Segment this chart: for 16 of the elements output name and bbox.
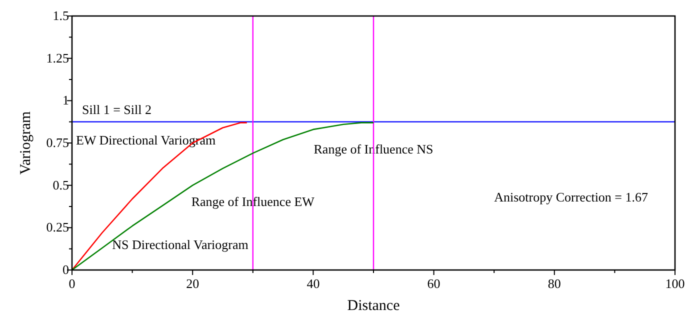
series-label: NS Directional Variogram xyxy=(112,236,248,252)
y-tick-label: 0.25 xyxy=(46,220,69,235)
y-tick-label: 1 xyxy=(62,92,69,108)
y-tick-label: 1.25 xyxy=(46,50,69,66)
annotation: Sill 1 = Sill 2 xyxy=(82,102,152,117)
x-tick-label: 60 xyxy=(427,276,440,291)
x-axis-title: Distance xyxy=(347,298,400,314)
y-tick-label: 0.5 xyxy=(52,177,69,192)
x-tick-label: 40 xyxy=(306,276,320,291)
x-tick-label: 20 xyxy=(186,276,200,291)
annotation: Anisotropy Correction = 1.67 xyxy=(494,189,649,204)
x-tick-label: 100 xyxy=(665,276,685,291)
y-tick-label: 1.5 xyxy=(52,8,69,23)
y-axis-title: Variogram xyxy=(18,111,34,175)
x-tick-label: 80 xyxy=(548,276,561,291)
y-tick-label: 0.75 xyxy=(46,135,69,150)
